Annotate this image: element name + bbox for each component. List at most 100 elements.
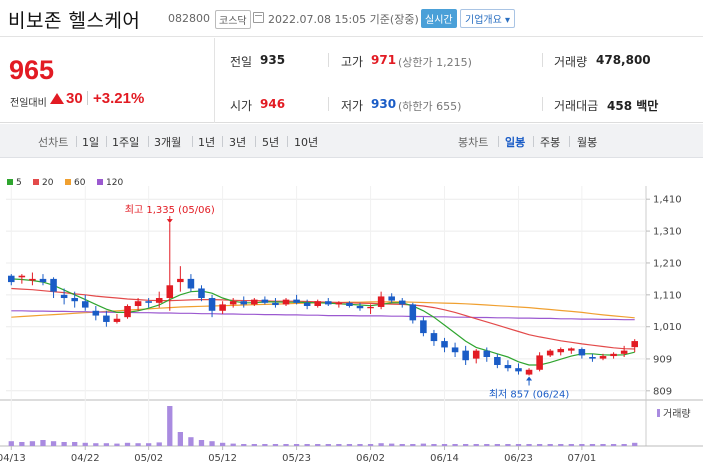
legend-ma20: 20 <box>33 178 53 188</box>
volume-bar <box>463 444 469 446</box>
tab-1w[interactable]: 1주일 <box>112 136 140 149</box>
volume-bar <box>304 444 310 446</box>
tab-weekly[interactable]: 주봉 <box>540 136 561 149</box>
volume-bar <box>103 443 110 446</box>
candle-body <box>377 296 385 307</box>
candle-body <box>8 275 15 283</box>
volume-bar <box>547 444 553 446</box>
candle-chart-label: 봉차트 <box>458 136 489 149</box>
candle-body <box>198 288 205 299</box>
candle <box>409 302 417 324</box>
candle <box>303 299 311 310</box>
tab-5y[interactable]: 5년 <box>262 136 280 149</box>
prev-close-label: 전일 <box>230 55 253 69</box>
high-label: 고가 <box>341 55 364 69</box>
volume-bar <box>82 442 88 446</box>
divider <box>498 136 499 147</box>
candle-body <box>367 306 374 309</box>
company-info-dropdown[interactable]: 기업개요 ▾ <box>460 9 515 28</box>
divider <box>192 136 193 147</box>
candle <box>81 294 89 311</box>
volume-bar <box>124 442 131 446</box>
tab-3m[interactable]: 3개월 <box>154 136 182 149</box>
up-arrow-icon <box>50 93 64 104</box>
realtime-button[interactable]: 실시간 <box>421 9 457 28</box>
low-annotation: 최저 857 (06/24) <box>489 389 570 401</box>
volume-bar <box>219 442 226 446</box>
candle <box>198 285 205 302</box>
volume-bar <box>114 443 120 446</box>
prev-close-value: 935 <box>260 53 286 67</box>
volume-bar <box>156 442 162 446</box>
market-badge: 코스닥 <box>215 10 251 29</box>
legend-label: 60 <box>74 178 86 188</box>
legend-ma60: 60 <box>65 178 85 188</box>
tab-1d[interactable]: 1일 <box>82 136 100 149</box>
tab-1y[interactable]: 1년 <box>198 136 216 149</box>
divider <box>569 136 570 147</box>
candle <box>504 360 512 372</box>
tab-monthly[interactable]: 월봉 <box>577 136 598 149</box>
volume-bar <box>494 444 500 446</box>
candle <box>377 291 385 310</box>
candle <box>525 368 533 376</box>
stock-header: 비보존 헬스케어 082800 코스닥 2022.07.08 15:05 기준(… <box>0 0 703 37</box>
volume-bar <box>378 443 384 446</box>
candle <box>219 301 226 314</box>
candle <box>29 272 36 286</box>
candle-body <box>472 350 480 359</box>
price-summary: 965 전일대비 30 +3.21% 전일 935 고가 971 (상한가 1,… <box>0 38 703 123</box>
volume-bar <box>188 437 194 446</box>
x-tick-label: 04/22 <box>71 453 100 464</box>
stock-code: 082800 <box>168 12 210 25</box>
high-annotation: 최고 1,335 (05/06) <box>125 204 215 216</box>
volume-bar <box>389 443 395 446</box>
candle <box>187 274 195 292</box>
candle-body <box>240 301 248 305</box>
volume-bars: 거래량 <box>8 406 691 446</box>
volume-bar <box>473 444 479 446</box>
volume-bar <box>336 444 342 446</box>
volume-bar <box>399 444 405 446</box>
candle <box>60 288 68 305</box>
volume-bar <box>346 444 353 446</box>
candle-body <box>177 278 184 283</box>
volume-bar <box>536 444 543 446</box>
volume-bar <box>357 444 363 446</box>
y-axis: 1,410 1,310 1,210 1,110 1,010 909 809 <box>646 195 682 397</box>
candle <box>134 298 142 311</box>
ma-line-ma20 <box>11 287 635 350</box>
volume-bar <box>558 444 564 446</box>
current-price: 965 <box>9 55 55 85</box>
volume-bar <box>568 444 574 446</box>
volume-bar <box>29 441 36 446</box>
volume-bar <box>241 444 247 446</box>
ma-line-ma5 <box>11 278 635 366</box>
y-tick-label: 809 <box>653 386 672 397</box>
candle-body <box>420 320 427 334</box>
candle <box>71 291 78 308</box>
volume-bar <box>579 444 585 446</box>
candle-body <box>124 306 131 318</box>
candle-body <box>335 302 343 305</box>
candle <box>578 347 586 359</box>
volume-bar <box>135 443 141 446</box>
volume-bar <box>526 444 532 446</box>
candle <box>599 353 607 361</box>
candle <box>272 298 279 308</box>
volume-bar <box>589 444 596 446</box>
candle-body <box>219 304 226 311</box>
tab-3y[interactable]: 3년 <box>229 136 247 149</box>
volume-legend-swatch <box>657 409 660 417</box>
volume-bar <box>8 441 14 446</box>
x-tick-label: 06/02 <box>356 453 385 464</box>
tab-10y[interactable]: 10년 <box>294 136 319 149</box>
candle-body <box>546 350 554 356</box>
divider <box>76 136 77 147</box>
tab-daily[interactable]: 일봉 <box>505 136 526 149</box>
volume-bar <box>600 444 606 446</box>
candle <box>388 293 395 303</box>
volume-bar <box>410 444 416 446</box>
divider <box>106 136 107 147</box>
volume-bar <box>315 444 321 446</box>
